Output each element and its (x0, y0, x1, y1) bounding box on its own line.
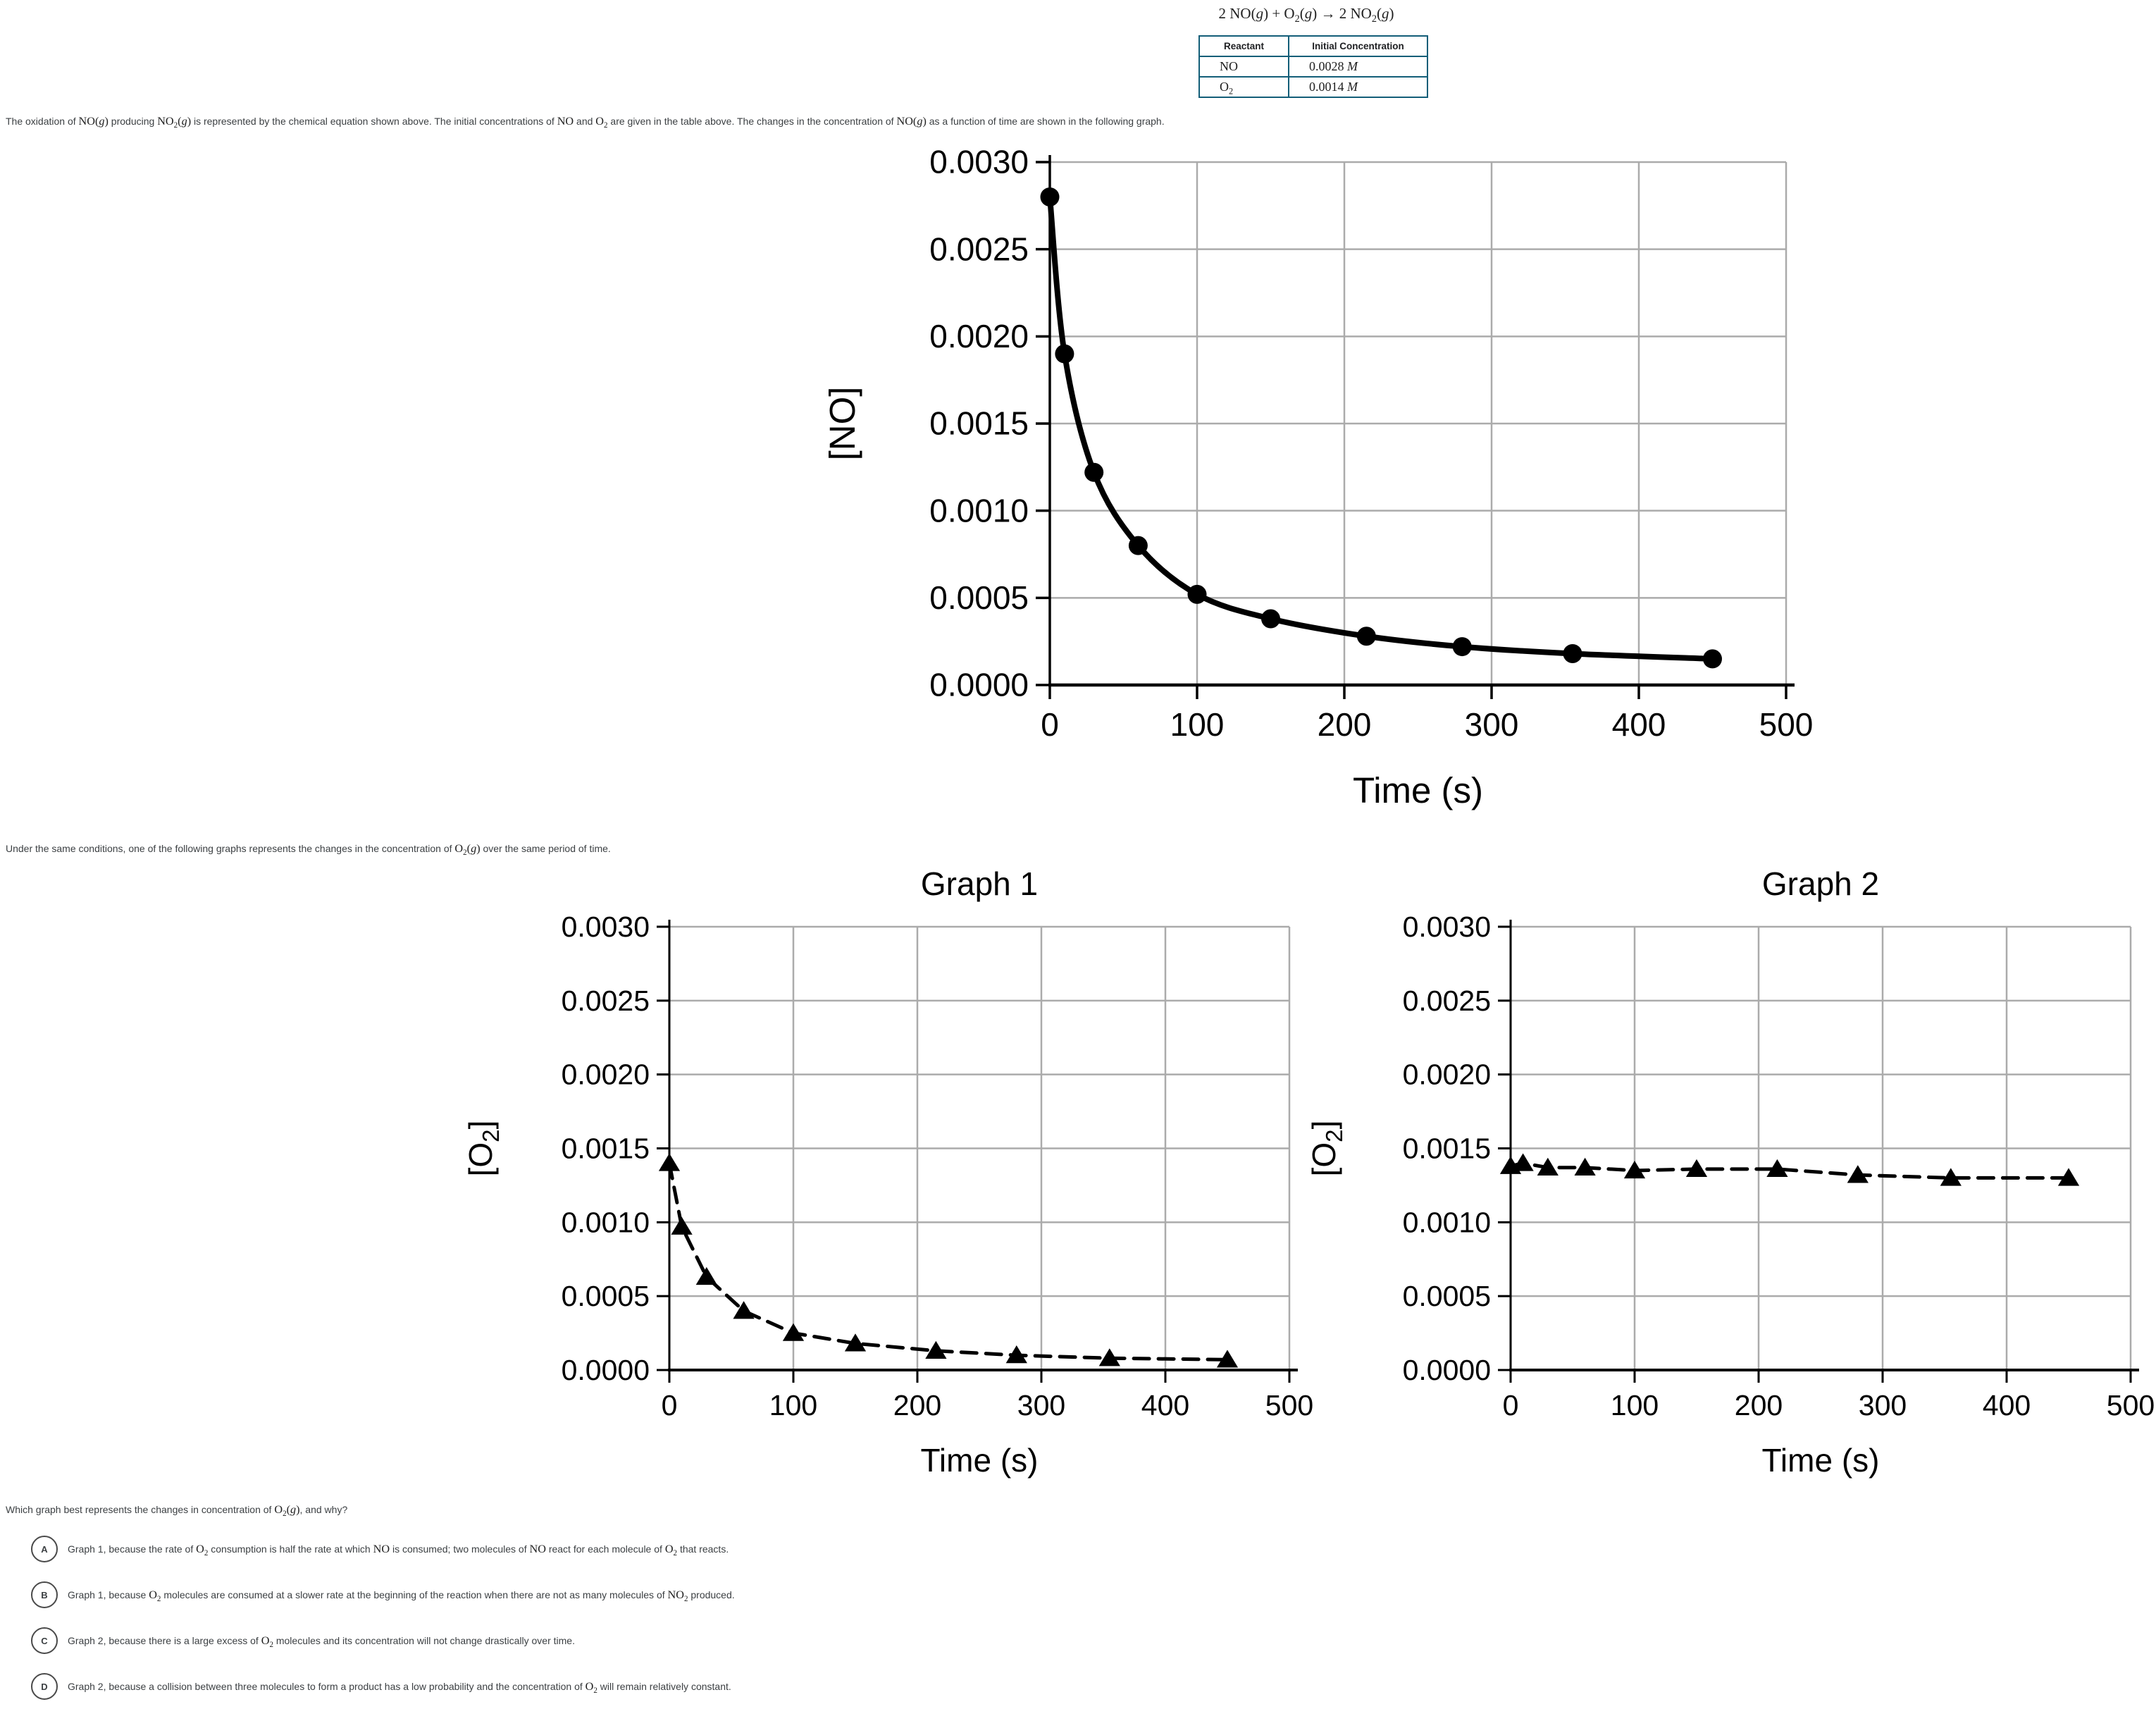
svg-text:0.0000: 0.0000 (929, 667, 1029, 703)
reactant-cell: NO (1198, 56, 1289, 78)
option-D[interactable]: D Graph 2, because a collision between t… (31, 1672, 731, 1701)
graphs-intro-paragraph: Under the same conditions, one of the fo… (6, 842, 611, 858)
option-C-radio[interactable]: C (31, 1627, 58, 1654)
option-letter: D (41, 1681, 48, 1692)
svg-text:0.0010: 0.0010 (562, 1206, 650, 1238)
svg-text:0.0020: 0.0020 (929, 318, 1029, 354)
svg-text:400: 400 (1612, 706, 1666, 743)
svg-text:0.0005: 0.0005 (1403, 1280, 1491, 1312)
svg-text:Graph 1: Graph 1 (921, 865, 1038, 902)
option-letter: B (41, 1589, 48, 1600)
svg-text:0.0005: 0.0005 (929, 579, 1029, 616)
svg-text:0.0030: 0.0030 (929, 144, 1029, 180)
svg-text:300: 300 (1859, 1389, 1907, 1421)
svg-text:[O2]: [O2] (462, 1121, 504, 1177)
option-D-radio[interactable]: D (31, 1673, 58, 1700)
option-B-radio[interactable]: B (31, 1581, 58, 1608)
svg-text:200: 200 (893, 1389, 941, 1421)
svg-text:0.0015: 0.0015 (1403, 1132, 1491, 1164)
svg-text:0.0020: 0.0020 (562, 1059, 650, 1091)
svg-text:400: 400 (1983, 1389, 2031, 1421)
svg-text:100: 100 (1170, 706, 1225, 743)
svg-text:0.0020: 0.0020 (1403, 1059, 1491, 1091)
option-B-text: Graph 1, because O2 molecules are consum… (68, 1588, 735, 1604)
option-A-text: Graph 1, because the rate of O2 consumpt… (68, 1542, 729, 1558)
no-concentration-chart: 0.0000 0.0005 0.0010 0.0015 0.0020 0.0025 0.00… (822, 144, 1814, 810)
svg-text:0.0000: 0.0000 (1403, 1354, 1491, 1386)
question-text: Which graph best represents the changes … (6, 1503, 348, 1519)
svg-text:0.0025: 0.0025 (929, 230, 1029, 267)
option-D-text: Graph 2, because a collision between thr… (68, 1679, 731, 1696)
option-C-text: Graph 2, because there is a large excess… (68, 1634, 575, 1650)
svg-text:100: 100 (1611, 1389, 1659, 1421)
svg-text:Time (s): Time (s) (1353, 770, 1483, 810)
option-letter: C (41, 1635, 48, 1646)
option-A[interactable]: A Graph 1, because the rate of O2 consum… (31, 1535, 729, 1563)
svg-text:0.0025: 0.0025 (562, 985, 650, 1017)
svg-text:100: 100 (769, 1389, 817, 1421)
option-A-radio[interactable]: A (31, 1536, 58, 1562)
svg-text:0.0010: 0.0010 (929, 492, 1029, 529)
svg-text:500: 500 (1265, 1389, 1313, 1421)
option-C[interactable]: C Graph 2, because there is a large exce… (31, 1627, 575, 1655)
svg-text:200: 200 (1735, 1389, 1783, 1421)
svg-text:400: 400 (1141, 1389, 1189, 1421)
svg-text:Time (s): Time (s) (921, 1442, 1039, 1479)
svg-text:Graph 2: Graph 2 (1762, 865, 1879, 902)
svg-text:300: 300 (1465, 706, 1519, 743)
initial-concentration-table: Reactant Initial Concentration NO 0.0028… (1198, 35, 1428, 98)
svg-text:0: 0 (1503, 1389, 1519, 1421)
table-row: O2 0.0014 M (1198, 76, 1428, 98)
svg-text:0.0015: 0.0015 (929, 405, 1029, 442)
svg-text:200: 200 (1318, 706, 1372, 743)
svg-text:500: 500 (2107, 1389, 2155, 1421)
svg-text:[NO]: [NO] (822, 387, 862, 461)
concentration-cell: 0.0028 M (1288, 56, 1428, 78)
svg-text:0.0030: 0.0030 (562, 911, 650, 943)
svg-text:0.0000: 0.0000 (562, 1354, 650, 1386)
svg-text:0.0030: 0.0030 (1403, 911, 1491, 943)
concentration-cell: 0.0014 M (1288, 76, 1428, 98)
graph1-o2-chart: 0.0000 0.0005 0.0010 0.0015 0.0020 0.0025 0.00… (462, 865, 1313, 1479)
svg-text:Time (s): Time (s) (1762, 1442, 1880, 1479)
svg-text:500: 500 (1759, 706, 1814, 743)
option-B[interactable]: B Graph 1, because O2 molecules are cons… (31, 1581, 735, 1609)
svg-text:0.0010: 0.0010 (1403, 1206, 1491, 1238)
svg-text:0: 0 (662, 1389, 678, 1421)
graph2-o2-chart: 0.0000 0.0005 0.0010 0.0015 0.0020 0.0025 0.00… (1306, 865, 2155, 1479)
chemical-equation: 2 NO(g) + O2(g) → 2 NO2(g) (1218, 5, 1394, 25)
svg-text:0.0025: 0.0025 (1403, 985, 1491, 1017)
table-row: NO 0.0028 M (1198, 56, 1428, 78)
intro-paragraph: The oxidation of NO(g) producing NO2(g) … (6, 115, 1165, 130)
svg-text:0.0005: 0.0005 (562, 1280, 650, 1312)
reactant-cell: O2 (1198, 76, 1289, 98)
table-header-row: Reactant Initial Concentration (1198, 35, 1428, 57)
option-letter: A (41, 1543, 48, 1555)
svg-text:0: 0 (1041, 706, 1059, 743)
reactant-column-header: Reactant (1198, 35, 1289, 57)
initial-concentration-column-header: Initial Concentration (1288, 35, 1428, 57)
svg-text:[O2]: [O2] (1306, 1121, 1348, 1177)
svg-text:300: 300 (1017, 1389, 1065, 1421)
svg-text:0.0015: 0.0015 (562, 1132, 650, 1164)
